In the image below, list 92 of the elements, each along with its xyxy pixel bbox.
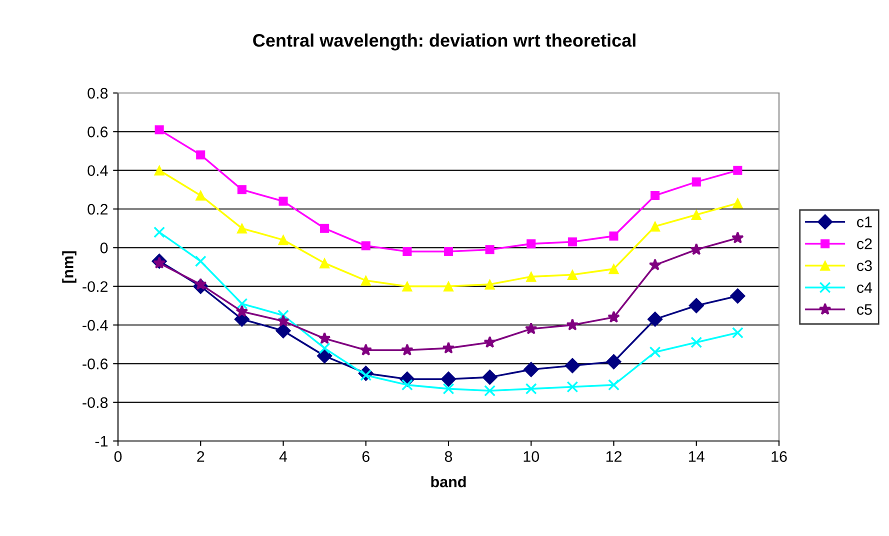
- point: [194, 278, 207, 290]
- point: [730, 288, 746, 304]
- point: [524, 322, 538, 334]
- y-axis-title: [nm]: [62, 251, 76, 283]
- point: [237, 185, 246, 194]
- point: [526, 239, 536, 248]
- point: [236, 305, 248, 317]
- point: [690, 243, 703, 255]
- x-tick-label: 6: [362, 451, 370, 462]
- x-tick-label: 8: [444, 451, 452, 462]
- point: [484, 279, 496, 290]
- y-tick-label: -1: [95, 436, 108, 447]
- point: [444, 247, 454, 256]
- point: [442, 342, 455, 354]
- point: [567, 270, 578, 280]
- point: [402, 281, 412, 292]
- point: [564, 358, 580, 374]
- point: [523, 362, 539, 378]
- point: [277, 314, 290, 327]
- point: [236, 298, 248, 310]
- y-tick-label: -0.2: [82, 281, 108, 292]
- point: [401, 344, 414, 356]
- y-tick-label: 0.2: [88, 204, 108, 215]
- point: [402, 247, 412, 256]
- point: [691, 210, 702, 220]
- point: [278, 234, 288, 246]
- point: [648, 258, 662, 270]
- point: [688, 298, 704, 314]
- point: [194, 255, 206, 267]
- y-tick-label: -0.4: [82, 320, 108, 331]
- point: [440, 371, 456, 387]
- point: [566, 318, 579, 330]
- point: [482, 369, 498, 385]
- point: [195, 190, 206, 201]
- point: [608, 310, 620, 323]
- x-tick-label: 14: [689, 451, 704, 462]
- point: [443, 281, 454, 292]
- x-axis-title: band: [431, 476, 466, 488]
- point: [649, 346, 661, 358]
- point: [526, 271, 536, 282]
- point: [732, 232, 744, 244]
- point: [484, 384, 496, 396]
- point: [154, 226, 166, 238]
- point: [608, 264, 619, 274]
- x-tick-label: 10: [524, 451, 540, 462]
- point: [566, 381, 578, 393]
- x-tick-label: 4: [279, 451, 288, 462]
- point: [360, 275, 372, 286]
- point: [692, 177, 701, 186]
- point: [568, 237, 577, 246]
- point: [484, 336, 496, 348]
- legend-label: c5: [857, 304, 872, 315]
- point: [196, 150, 206, 160]
- y-tick-label: -0.6: [82, 358, 108, 370]
- point: [360, 344, 372, 356]
- point: [650, 221, 660, 232]
- point: [525, 383, 537, 395]
- point: [732, 198, 743, 208]
- point: [318, 342, 330, 354]
- point: [733, 166, 742, 175]
- point: [647, 311, 663, 327]
- point: [690, 336, 702, 348]
- y-tick-label: -0.8: [82, 397, 108, 408]
- point: [318, 332, 331, 344]
- legend-label: c1: [857, 216, 872, 228]
- point: [154, 125, 164, 134]
- x-tick-label: 0: [114, 451, 122, 462]
- point: [608, 379, 620, 391]
- point: [276, 323, 291, 339]
- legend-label: c3: [857, 260, 872, 272]
- x-tick-label: 12: [606, 451, 622, 462]
- y-tick-label: 0.4: [88, 165, 108, 176]
- x-tick-label: 16: [772, 451, 787, 462]
- point: [606, 354, 622, 370]
- y-tick-label: 0.6: [88, 126, 108, 138]
- point: [485, 245, 494, 254]
- point: [442, 383, 454, 395]
- point: [609, 232, 618, 241]
- point: [650, 190, 660, 200]
- legend-label: c2: [857, 238, 872, 250]
- point: [320, 224, 330, 233]
- legend-label: c4: [857, 282, 872, 293]
- point: [732, 326, 744, 338]
- chart-title: Central wavelength: deviation wrt theoretical: [253, 34, 636, 50]
- y-tick-label: 0.8: [88, 88, 108, 99]
- point: [154, 165, 165, 176]
- x-tick-label: 2: [197, 451, 204, 462]
- point: [319, 258, 330, 268]
- point: [361, 241, 370, 250]
- y-tick-label: 0: [100, 242, 108, 254]
- point: [278, 196, 288, 206]
- point: [236, 223, 248, 234]
